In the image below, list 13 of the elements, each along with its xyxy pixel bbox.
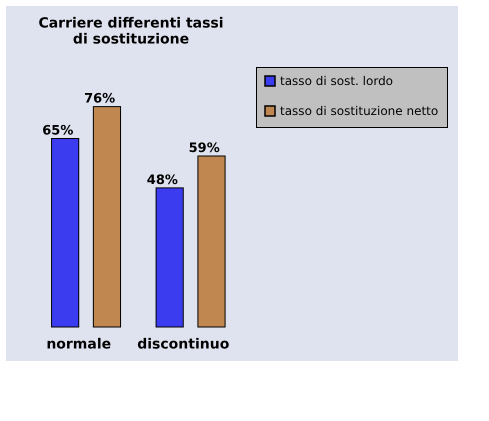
bar xyxy=(51,138,80,328)
bar xyxy=(197,155,226,328)
bar xyxy=(92,106,122,328)
legend-label: tasso di sostituzione netto xyxy=(280,104,438,118)
data-label: 59% xyxy=(188,140,220,156)
data-label: 65% xyxy=(42,124,74,139)
data-label: 48% xyxy=(146,172,178,188)
x-tick-label: discontinuo xyxy=(137,336,230,352)
legend-label: tasso di sost. lordo xyxy=(280,74,394,88)
bar xyxy=(156,187,184,328)
chart-title: Carriere differenti tassi di sostituzione xyxy=(38,16,224,48)
data-label: 76% xyxy=(84,92,116,107)
x-tick-label: normale xyxy=(46,336,112,352)
